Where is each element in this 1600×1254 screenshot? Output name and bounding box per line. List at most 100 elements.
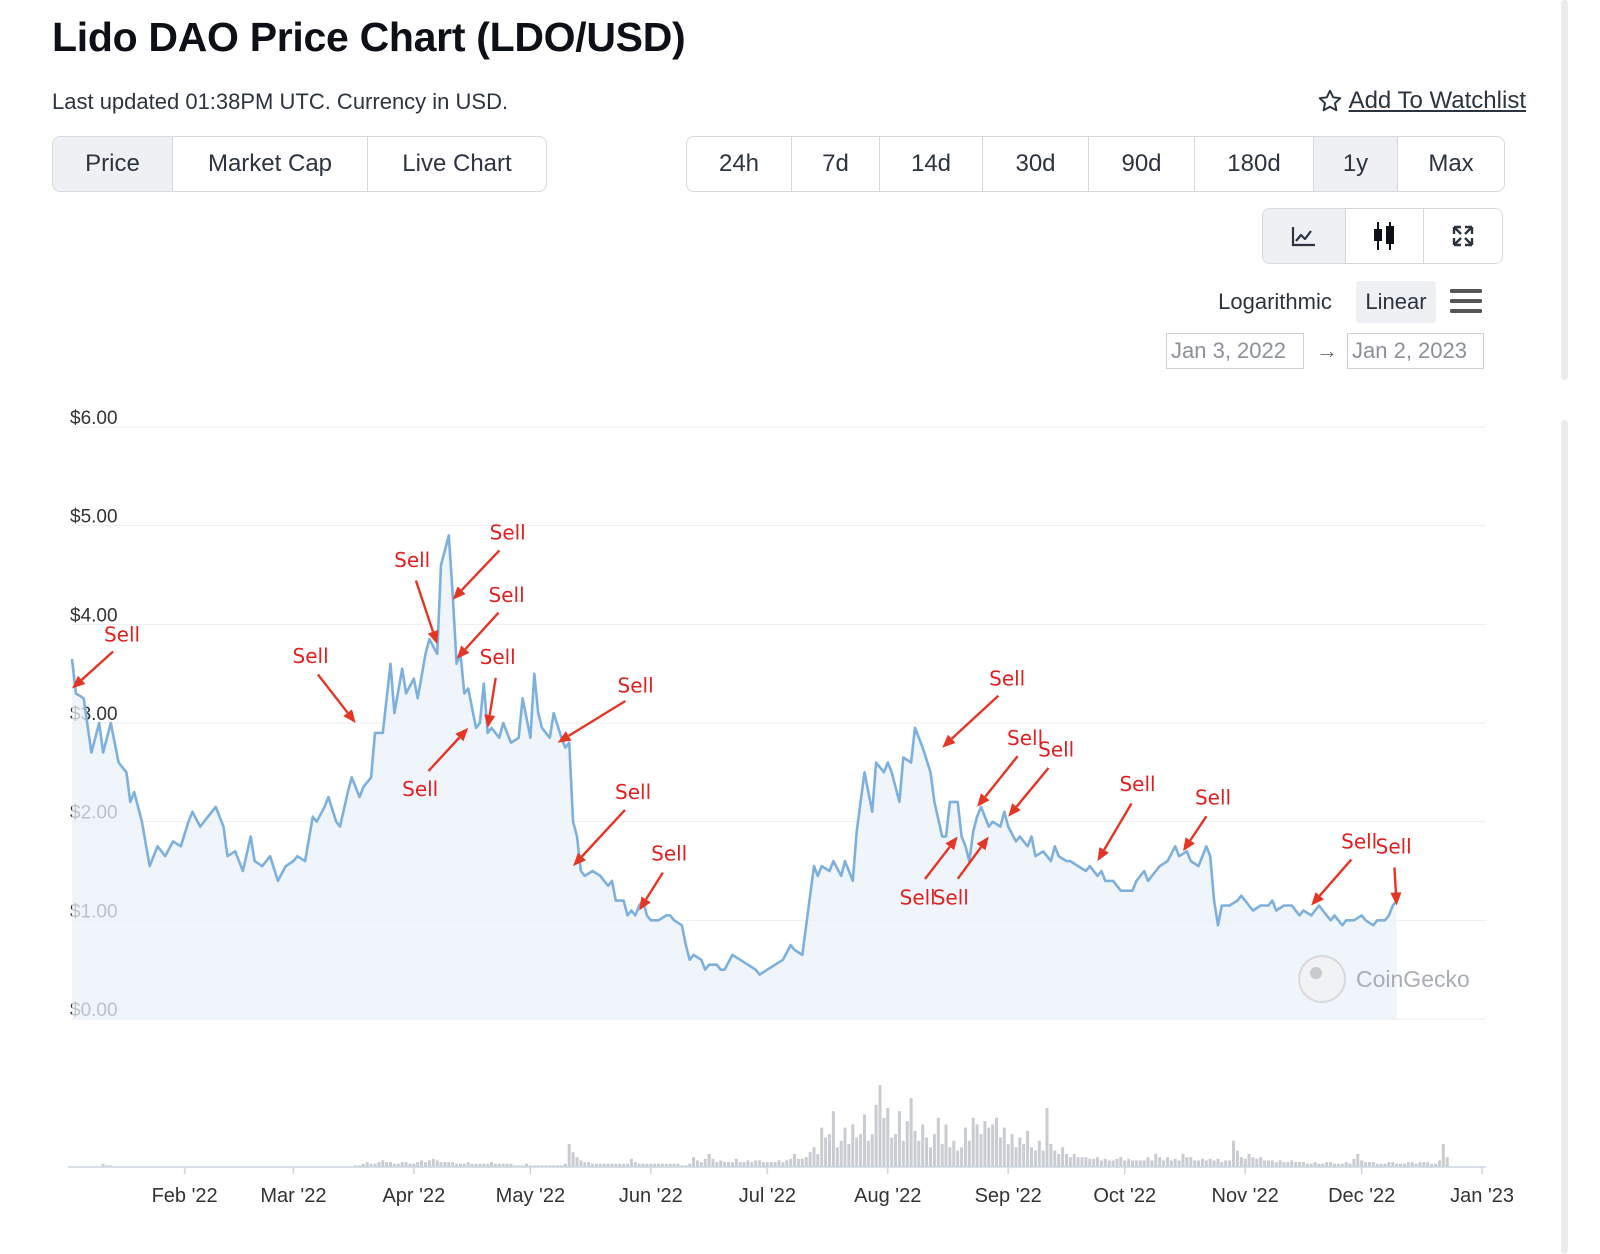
- volume-bar: [416, 1162, 420, 1167]
- sell-label: Sell: [104, 623, 140, 647]
- volume-bar: [750, 1162, 754, 1167]
- range-30d[interactable]: 30d: [983, 137, 1089, 191]
- tab-market-cap[interactable]: Market Cap: [173, 137, 368, 191]
- x-tick-label: Dec '22: [1328, 1185, 1395, 1207]
- range-90d[interactable]: 90d: [1089, 137, 1195, 191]
- volume-bar: [1232, 1140, 1235, 1167]
- x-tick-label: Oct '22: [1093, 1185, 1156, 1207]
- volume-bar: [1301, 1162, 1305, 1167]
- volume-bar: [493, 1163, 497, 1167]
- sell-label: Sell: [480, 645, 516, 669]
- sell-label: Sell: [989, 667, 1025, 691]
- volume-bar: [878, 1085, 882, 1167]
- chart-view-toolbar: [1262, 208, 1503, 264]
- volume-bar: [781, 1162, 785, 1167]
- fullscreen-icon: [1452, 225, 1474, 247]
- volume-bar: [839, 1140, 843, 1167]
- volume-bar: [641, 1163, 645, 1167]
- volume-bar: [1022, 1144, 1026, 1167]
- volume-bar: [447, 1162, 451, 1167]
- fullscreen-button[interactable]: [1424, 209, 1502, 263]
- volume-bar: [859, 1134, 863, 1167]
- tab-live-chart[interactable]: Live Chart: [402, 150, 512, 177]
- volume-bar: [1340, 1163, 1344, 1167]
- y-tick-label: $4.00: [70, 605, 118, 626]
- range-14d[interactable]: 14d: [880, 137, 983, 191]
- sell-arrow-shaft: [1015, 767, 1050, 808]
- volume-bar: [1033, 1150, 1037, 1167]
- star-icon: [1318, 89, 1341, 112]
- volume-bar: [1228, 1160, 1232, 1167]
- volume-bar: [427, 1160, 431, 1167]
- candlestick-button[interactable]: [1346, 209, 1424, 263]
- volume-bar: [1142, 1160, 1146, 1167]
- sell-arrow-head: [455, 727, 469, 742]
- volume-bar: [101, 1163, 105, 1167]
- volume-bar: [894, 1134, 897, 1167]
- tab-price[interactable]: Price: [53, 137, 173, 191]
- sell-annotation: Sell: [573, 780, 651, 867]
- volume-bar: [870, 1134, 874, 1167]
- line-chart-icon: [1291, 227, 1315, 247]
- volume-bar: [571, 1152, 575, 1167]
- volume-bar: [1068, 1157, 1072, 1167]
- sell-arrow-shaft: [1318, 858, 1353, 897]
- volume-bar: [470, 1163, 474, 1167]
- volume-bar: [874, 1104, 878, 1167]
- volume-bar: [668, 1163, 672, 1167]
- volume-bar: [1018, 1137, 1022, 1167]
- volume-bar: [1115, 1158, 1119, 1167]
- volume-bar: [1313, 1162, 1317, 1167]
- volume-bar: [804, 1157, 808, 1167]
- volume-bar: [408, 1163, 412, 1167]
- coingecko-logo-icon: [1298, 955, 1346, 1003]
- volume-bar: [897, 1111, 901, 1167]
- range-max[interactable]: Max: [1428, 150, 1474, 177]
- volume-bar: [730, 1162, 734, 1167]
- y-tick-label: $6.00: [70, 408, 118, 429]
- scale-logarithmic[interactable]: Logarithmic: [1218, 289, 1332, 314]
- volume-bar: [482, 1163, 486, 1167]
- hamburger-menu-icon[interactable]: [1450, 288, 1482, 314]
- volume-bar: [1368, 1162, 1371, 1167]
- sell-label: Sell: [933, 886, 969, 910]
- volume-bar: [1131, 1160, 1134, 1167]
- volume-bar: [661, 1163, 664, 1167]
- volume-bar: [1414, 1163, 1418, 1167]
- line-chart-button[interactable]: [1263, 209, 1346, 263]
- volume-bar: [455, 1163, 459, 1167]
- add-to-watchlist-link[interactable]: Add To Watchlist: [1317, 87, 1526, 115]
- volume-bar: [633, 1162, 637, 1167]
- scrollbar-track-bottom[interactable]: [1561, 420, 1568, 1254]
- volume-bar: [723, 1162, 727, 1167]
- sell-arrow-head: [557, 731, 572, 743]
- volume-bar: [995, 1117, 998, 1167]
- volume-bar: [1092, 1158, 1096, 1167]
- sell-arrow-shaft: [956, 846, 983, 880]
- volume-bar: [377, 1162, 381, 1167]
- volume-bar: [734, 1158, 738, 1167]
- price-chart: $0.00$1.00$2.00$3.00$4.00$5.00$6.00 Feb …: [68, 408, 1514, 1207]
- volume-bar: [901, 1140, 905, 1167]
- volume-bar: [404, 1162, 408, 1167]
- range-1y[interactable]: 1y: [1314, 137, 1398, 191]
- sell-arrow-shaft: [488, 677, 497, 716]
- volume-bar: [109, 1165, 113, 1167]
- range-180d[interactable]: 180d: [1195, 137, 1314, 191]
- date-from-input[interactable]: Jan 3, 2022: [1166, 333, 1304, 369]
- sell-arrow-shaft: [950, 694, 1000, 740]
- volume-bar: [936, 1117, 940, 1167]
- volume-bar: [567, 1144, 571, 1167]
- volume-bar: [960, 1147, 964, 1167]
- date-to-input[interactable]: Jan 2, 2023: [1347, 333, 1484, 369]
- volume-bar: [556, 1165, 560, 1167]
- volume-bar: [385, 1162, 389, 1167]
- watermark-text: CoinGecko: [1356, 966, 1470, 992]
- range-7d[interactable]: 7d: [792, 137, 880, 191]
- scrollbar-track-top[interactable]: [1561, 0, 1568, 380]
- sell-label: Sell: [615, 780, 651, 804]
- scale-linear[interactable]: Linear: [1356, 281, 1436, 323]
- volume-bar: [536, 1165, 540, 1167]
- volume-bar: [579, 1160, 583, 1167]
- range-24h[interactable]: 24h: [687, 137, 792, 191]
